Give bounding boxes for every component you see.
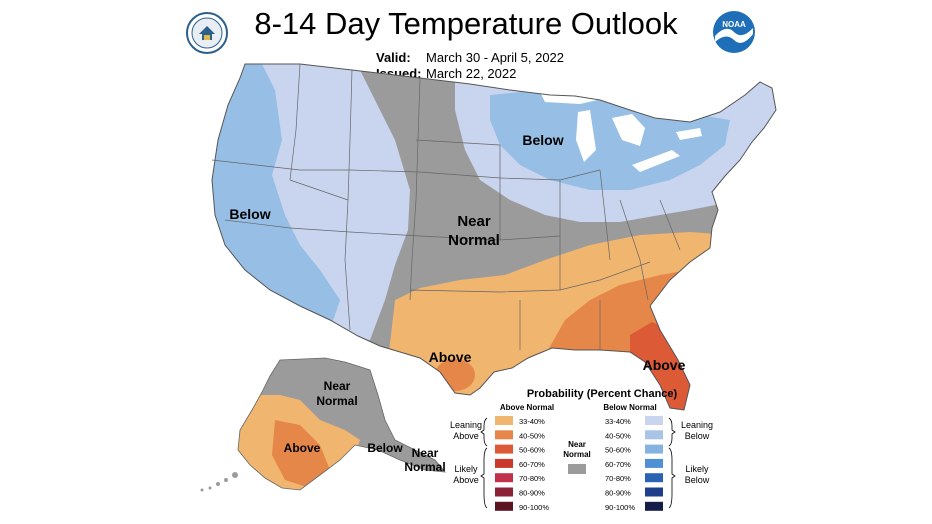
noaa-logo-icon: NOAA [713, 11, 755, 53]
legend-below-header: Below Normal [603, 403, 656, 412]
below-swatch-6 [645, 501, 663, 511]
alaska-near-label-2: Normal [316, 394, 357, 408]
lake-michigan [576, 110, 596, 162]
below-swatch-2 [645, 444, 663, 454]
aleutian-near-label-2: Normal [404, 460, 445, 474]
above-range-label-5: 80-90% [519, 489, 545, 498]
below-swatch-5 [645, 487, 663, 497]
state-borders [211, 63, 777, 411]
central-near-label-2: Normal [448, 232, 500, 249]
above-range-label-3: 60-70% [519, 460, 545, 469]
legend: Probability (Percent Chance) Above Norma… [450, 388, 713, 512]
above-range-label-2: 50-60% [519, 446, 545, 455]
above-swatch-1 [495, 430, 513, 440]
near-normal-legend-label-2: Normal [563, 450, 591, 459]
issued-date: March 22, 2022 [426, 66, 517, 81]
near-normal-legend-label-1: Near [568, 440, 586, 449]
valid-issued-block: Valid: March 30 - April 5, 2022 Issued: Ma… [376, 50, 564, 82]
alaska-near-label-1: Near [324, 379, 351, 393]
commerce-seal-icon [186, 12, 228, 54]
below-swatch-1 [645, 430, 663, 440]
west-below-label: Below [229, 206, 270, 222]
alaska-below-label: Below [367, 441, 403, 455]
likely-above-label-2: Above [453, 475, 479, 485]
page-title: 8-14 Day Temperature Outlook [254, 6, 678, 41]
noaa-logo-text: NOAA [722, 20, 746, 29]
above-swatch-2 [495, 444, 513, 454]
valid-dates: March 30 - April 5, 2022 [426, 50, 565, 65]
central-near-label-1: Near [457, 213, 491, 230]
alaska-outline [237, 357, 446, 491]
aleutian-islands [200, 472, 238, 492]
likely-below-label-2: Below [685, 475, 710, 485]
above-range-label-1: 40-50% [519, 431, 545, 440]
above-range-label-4: 70-80% [519, 474, 545, 483]
below-swatch-3 [645, 458, 663, 468]
lake-huron [612, 114, 645, 146]
florida-above-label: Above [643, 357, 686, 373]
below-swatch-4 [645, 473, 663, 483]
near-normal-swatch [568, 464, 586, 474]
below-range-label-1: 40-50% [605, 431, 631, 440]
below-range-label-5: 80-90% [605, 489, 631, 498]
alaska-above-label: Above [284, 441, 321, 455]
aleutian-near-label-1: Near [412, 446, 439, 460]
below-swatch-0 [645, 416, 663, 425]
valid-label: Valid: [376, 50, 411, 65]
alaska-above-40-50 [272, 420, 330, 488]
above-swatch-4 [495, 473, 513, 483]
leaning-below-label-2: Below [685, 431, 710, 441]
great-lakes-below-label: Below [522, 132, 563, 148]
below-range-label-3: 60-70% [605, 460, 631, 469]
below-swatches: 33-40% 40-50% 50-60% 60-70% 70-80% 80-90% 90-1… [605, 416, 663, 512]
legend-above-header: Above Normal [500, 403, 554, 412]
leaning-below-label-1: Leaning [681, 420, 713, 430]
below-range-label-2: 50-60% [605, 446, 631, 455]
lake-erie [632, 150, 680, 172]
south-above-label: Above [429, 349, 472, 365]
leaning-above-label-2: Above [453, 431, 479, 441]
above-swatch-6 [495, 501, 513, 511]
below-range-label-0: 33-40% [605, 417, 631, 426]
below-range-label-4: 70-80% [605, 474, 631, 483]
below-range-label-6: 90-100% [605, 503, 635, 512]
above-range-label-6: 90-100% [519, 503, 549, 512]
likely-below-label-1: Likely [685, 464, 709, 474]
above-swatch-0 [495, 416, 513, 425]
above-range-label-0: 33-40% [519, 417, 545, 426]
leaning-above-label-1: Leaning [450, 420, 482, 430]
likely-above-label-1: Likely [454, 464, 478, 474]
legend-title: Probability (Percent Chance) [527, 388, 678, 400]
above-swatch-3 [495, 458, 513, 468]
lake-ontario [676, 128, 702, 140]
above-swatch-5 [495, 487, 513, 497]
above-swatches: 33-40% 40-50% 50-60% 60-70% 70-80% 80-90% 90-1… [495, 416, 549, 512]
